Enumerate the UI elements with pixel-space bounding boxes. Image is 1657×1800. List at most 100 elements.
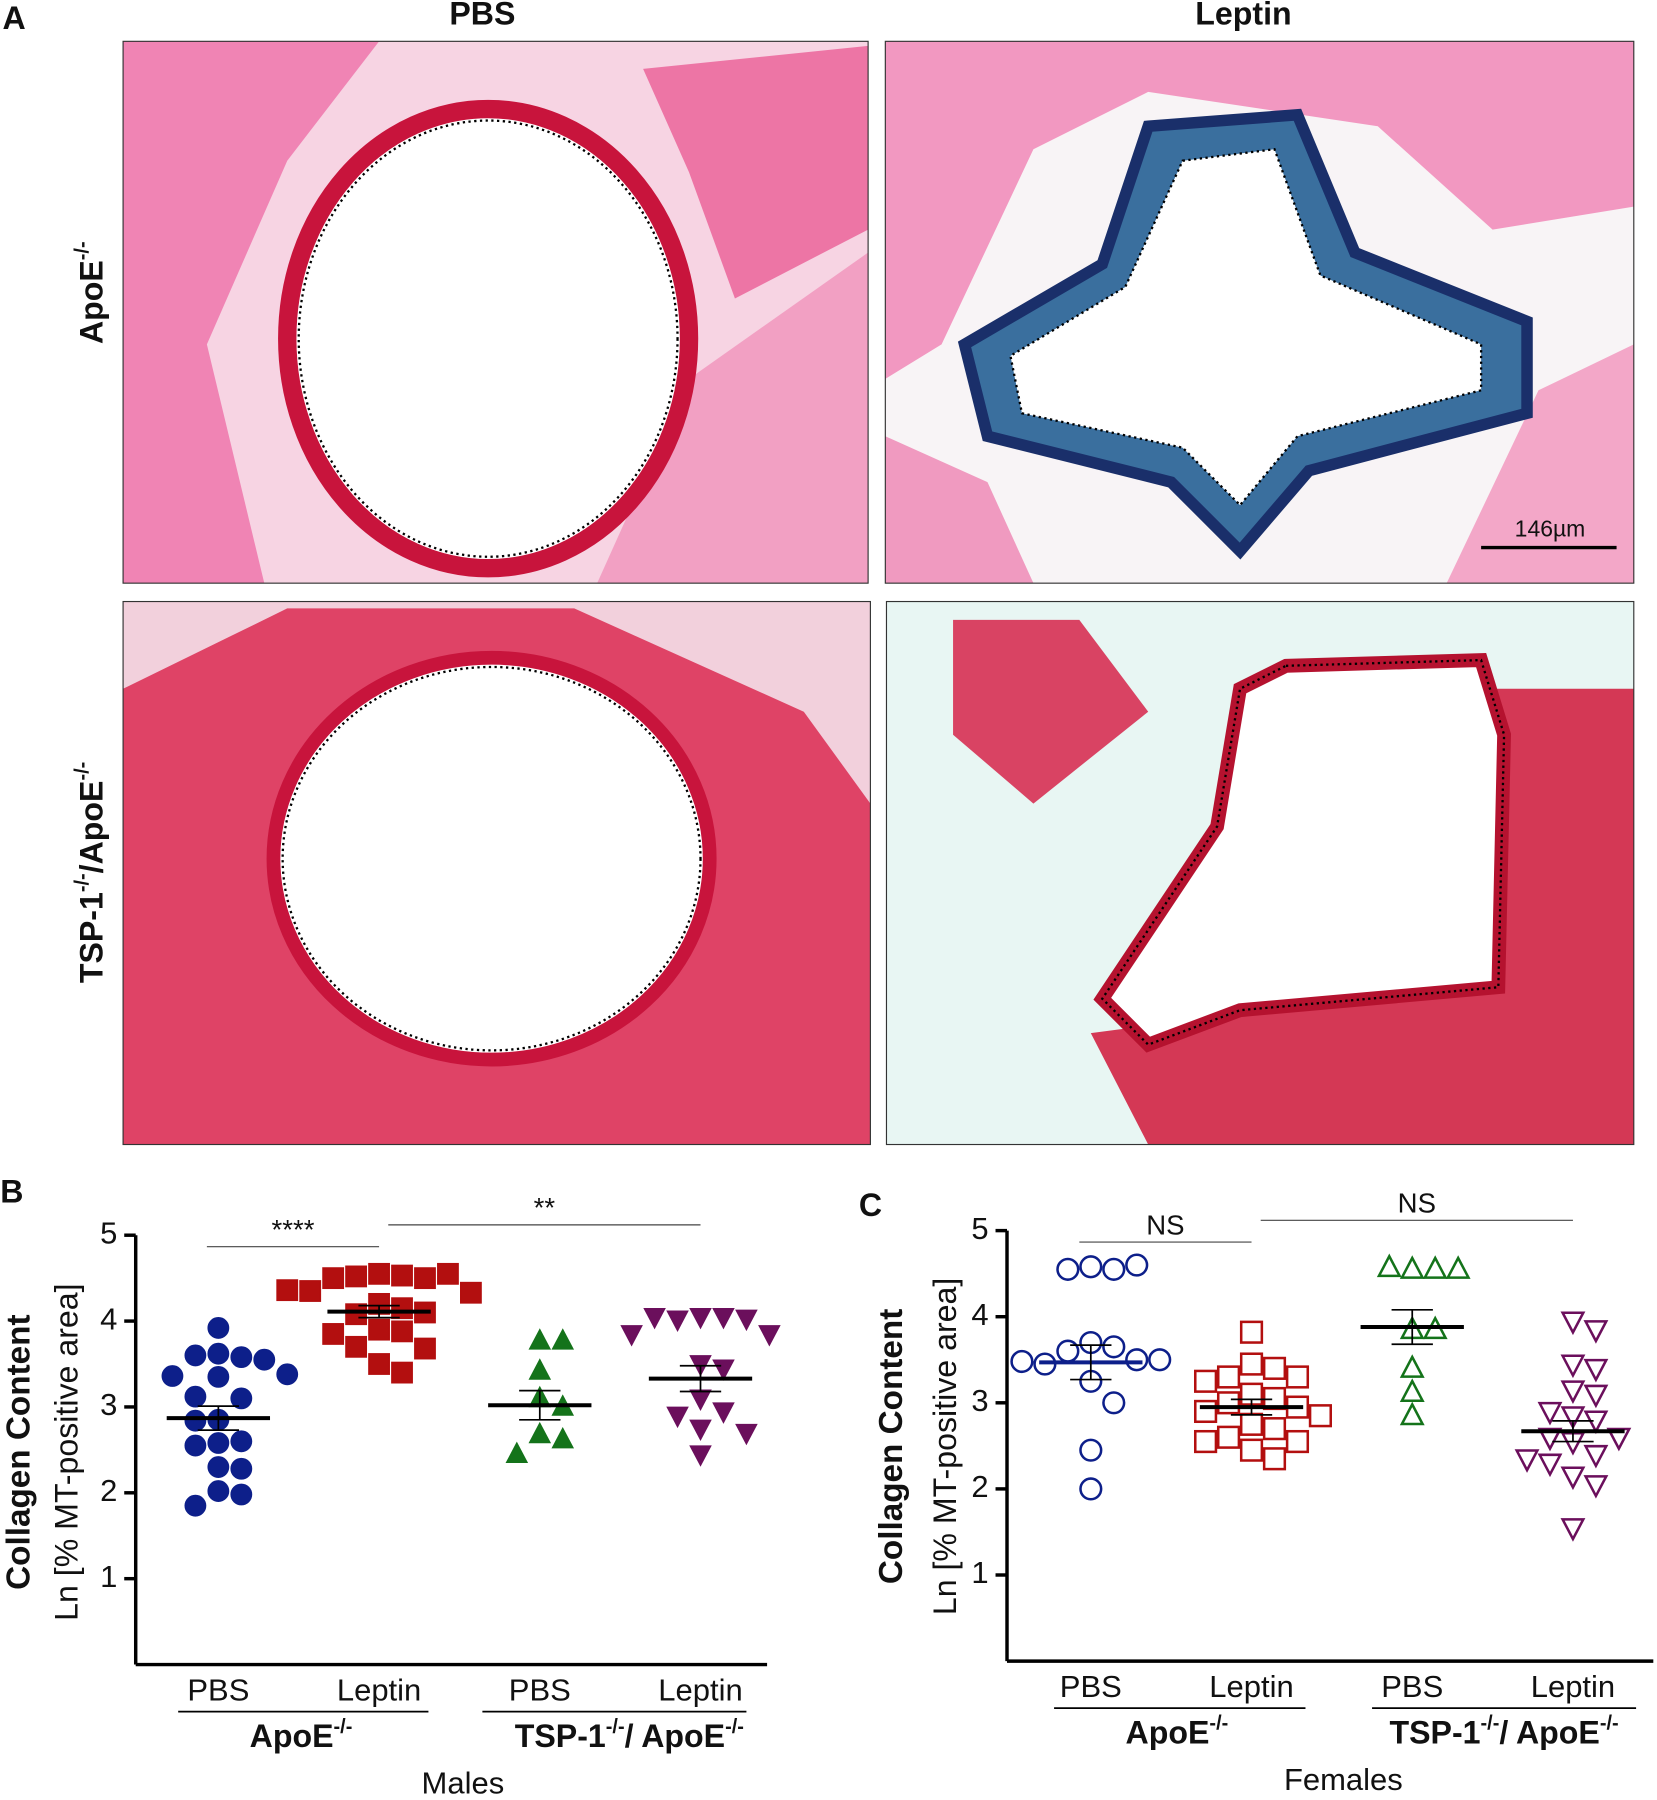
dot (1560, 1354, 1586, 1379)
label-part: /ApoE (74, 781, 110, 874)
superscript: -/- (1481, 1713, 1500, 1735)
panel-label: C (859, 1187, 882, 1223)
micrograph (886, 601, 1634, 1145)
x-tick-label: Leptin (1209, 1669, 1293, 1704)
micrograph-frame (885, 600, 1635, 1146)
dot (1216, 1391, 1241, 1415)
dot (1262, 1447, 1287, 1471)
superscript: -/- (1209, 1713, 1228, 1735)
dot (414, 1337, 436, 1360)
dot (1606, 1427, 1632, 1452)
dot (460, 1281, 482, 1304)
dot (551, 1328, 575, 1350)
x-tick-label: PBS (509, 1672, 571, 1707)
label-part: / ApoE (1499, 1715, 1600, 1751)
dot (1056, 1257, 1080, 1281)
dot (184, 1385, 207, 1408)
dot (230, 1346, 253, 1369)
dot (689, 1389, 712, 1411)
dot (276, 1279, 299, 1302)
dot (689, 1419, 712, 1442)
row-label: ApoE-/- (72, 241, 110, 344)
y-axis-title: Collagen Content (1, 1314, 38, 1589)
dot (1537, 1401, 1563, 1426)
x-tick-label: PBS (1381, 1669, 1443, 1704)
dot (528, 1358, 552, 1380)
dot (1194, 1369, 1218, 1393)
x-tick-label: Leptin (658, 1672, 742, 1707)
dot (712, 1307, 735, 1330)
label-part: ApoE (1126, 1715, 1210, 1751)
dot (1560, 1380, 1586, 1404)
dot (1537, 1427, 1563, 1452)
x-tick-label: PBS (1060, 1669, 1122, 1704)
dot (551, 1426, 575, 1449)
x-axis-title: Females (1284, 1762, 1403, 1797)
dot (207, 1317, 230, 1339)
dot (368, 1353, 390, 1375)
dot (1514, 1449, 1540, 1473)
dot (1399, 1378, 1425, 1403)
dot (1560, 1311, 1586, 1336)
micrograph-frame (122, 600, 871, 1146)
dot (1148, 1348, 1172, 1372)
dot (1445, 1255, 1471, 1279)
panel-label: A (3, 0, 26, 36)
dot (1583, 1320, 1609, 1344)
dot (184, 1344, 207, 1367)
dot (437, 1262, 459, 1285)
y-tick-label: 4 (100, 1301, 117, 1336)
micrograph (885, 41, 1634, 584)
dot (1583, 1358, 1609, 1383)
dot (1079, 1255, 1103, 1279)
dot (1376, 1253, 1402, 1278)
dot (1399, 1354, 1425, 1378)
dot (230, 1457, 253, 1480)
superscript: -/- (334, 1716, 353, 1738)
y-tick-label: 1 (971, 1555, 988, 1590)
dot (368, 1318, 390, 1341)
dot (207, 1432, 230, 1454)
significance-label: NS (1398, 1188, 1436, 1219)
dot (161, 1365, 184, 1387)
label-part: TSP-1 (1389, 1715, 1480, 1751)
dot (207, 1456, 230, 1478)
y-axis-title: Collagen Content (873, 1309, 910, 1584)
x-tick-label: Leptin (337, 1672, 421, 1707)
dot (1583, 1475, 1609, 1499)
significance-label: NS (1146, 1209, 1184, 1240)
group-label: ApoE-/- (1126, 1713, 1229, 1751)
dot (368, 1262, 390, 1285)
dot (689, 1307, 712, 1330)
dot (1239, 1320, 1264, 1344)
dot (1194, 1399, 1218, 1424)
dot (230, 1430, 253, 1453)
dot (184, 1494, 207, 1517)
dot (1194, 1429, 1218, 1454)
dot (1583, 1444, 1609, 1469)
superscript: -/- (72, 762, 94, 781)
micrograph-frame (122, 40, 869, 584)
dot (1560, 1466, 1586, 1491)
y-tick-label: 1 (100, 1559, 117, 1594)
label-part: TSP-1 (515, 1719, 606, 1755)
dot (391, 1361, 413, 1384)
dot (345, 1303, 368, 1326)
dot (1560, 1406, 1586, 1430)
dot (207, 1342, 230, 1365)
dot (1583, 1384, 1609, 1409)
dot (689, 1445, 712, 1467)
label-part: TSP-1 (74, 892, 110, 983)
dot (528, 1328, 552, 1350)
y-tick-label: 5 (971, 1211, 988, 1246)
dot (322, 1323, 345, 1345)
dot (1399, 1401, 1425, 1426)
y-tick-label: 4 (971, 1297, 988, 1332)
dot (1262, 1417, 1287, 1441)
x-tick-label: PBS (187, 1672, 249, 1707)
row-label: TSP-1-/-/ApoE-/- (72, 762, 110, 983)
micrograph-frame (884, 40, 1635, 584)
dot (1010, 1349, 1034, 1374)
dot (643, 1307, 666, 1330)
superscript: -/- (72, 873, 94, 892)
